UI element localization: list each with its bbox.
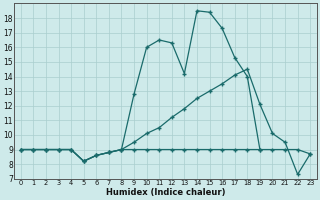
X-axis label: Humidex (Indice chaleur): Humidex (Indice chaleur) bbox=[106, 188, 225, 197]
